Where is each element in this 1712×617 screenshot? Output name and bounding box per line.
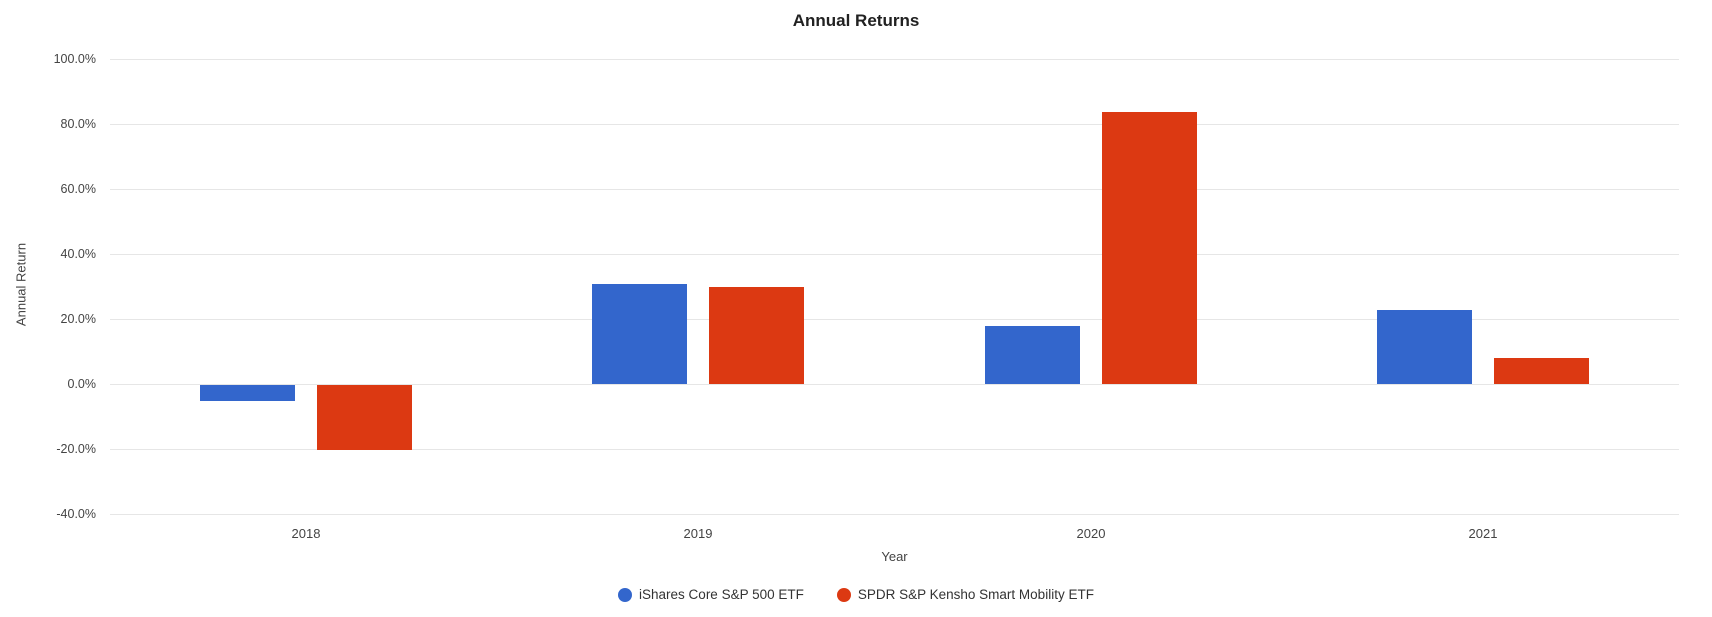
gridline <box>110 319 1679 320</box>
y-tick-label: 0.0% <box>67 377 97 391</box>
gridline <box>110 59 1679 60</box>
bar-2020-series-1[interactable] <box>1102 111 1197 384</box>
y-tick-label: -20.0% <box>56 442 96 456</box>
chart-title: Annual Returns <box>792 11 920 30</box>
y-tick-label: 80.0% <box>60 117 96 131</box>
legend-label: SPDR S&P Kensho Smart Mobility ETF <box>857 587 1094 602</box>
bar-2021-series-1[interactable] <box>1494 358 1589 384</box>
gridline <box>110 384 1679 385</box>
bar-2018-series-0[interactable] <box>200 385 295 401</box>
x-tick-label: 2019 <box>683 526 713 541</box>
legend-swatch-icon <box>618 587 633 602</box>
x-tick-label: 2018 <box>291 526 321 541</box>
x-axis-title: Year <box>881 549 908 564</box>
gridline <box>110 124 1679 125</box>
bar-2021-series-0[interactable] <box>1377 310 1472 384</box>
bar-2019-series-1[interactable] <box>709 286 804 384</box>
legend-label: iShares Core S&P 500 ETF <box>639 587 804 602</box>
y-tick-label: 100.0% <box>53 52 96 66</box>
gridline <box>110 254 1679 255</box>
bar-2019-series-0[interactable] <box>592 283 687 384</box>
x-tick-label: 2021 <box>1468 526 1498 541</box>
y-tick-label: -40.0% <box>56 507 96 521</box>
bar-2020-series-0[interactable] <box>985 325 1080 384</box>
legend-item-series-0[interactable]: iShares Core S&P 500 ETF <box>618 587 804 602</box>
legend-item-series-1[interactable]: SPDR S&P Kensho Smart Mobility ETF <box>836 587 1094 602</box>
legend-swatch-icon <box>836 587 851 602</box>
plot-area <box>110 59 1679 515</box>
y-axis-title: Annual Return <box>13 242 29 327</box>
y-tick-label: 60.0% <box>60 182 96 196</box>
y-tick-label: 40.0% <box>60 247 96 261</box>
legend: iShares Core S&P 500 ETF SPDR S&P Kensho … <box>0 587 1712 602</box>
gridline <box>110 514 1679 515</box>
x-tick-label: 2020 <box>1076 526 1106 541</box>
y-tick-label: 20.0% <box>60 312 96 326</box>
gridline <box>110 449 1679 450</box>
gridline <box>110 189 1679 190</box>
bar-2018-series-1[interactable] <box>317 385 412 450</box>
